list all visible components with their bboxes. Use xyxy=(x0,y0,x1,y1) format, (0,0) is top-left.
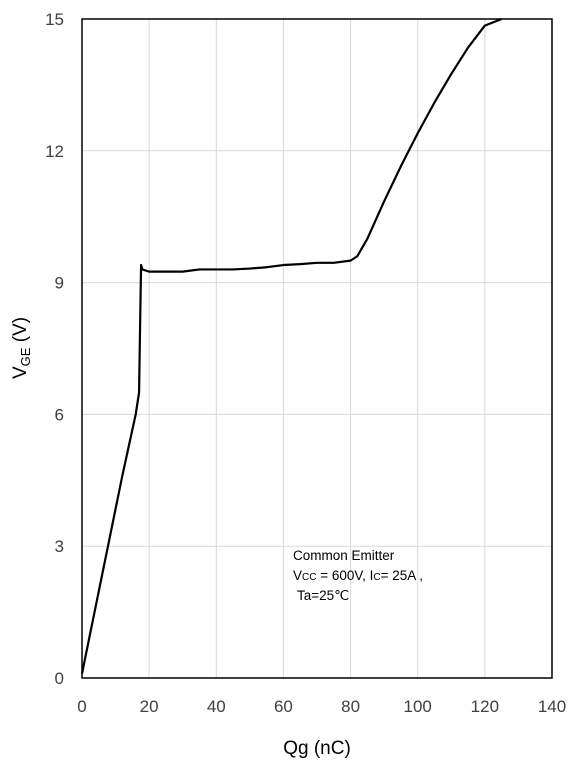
test-conditions-annotation: Common Emitter VCC = 600V, IC= 25A , Ta=… xyxy=(293,548,423,603)
y-tick-labels: 0 3 6 9 12 15 xyxy=(45,10,64,688)
x-tick-label-7: 140 xyxy=(538,697,566,716)
grid-lines xyxy=(82,19,552,678)
x-tick-label-4: 80 xyxy=(341,697,360,716)
annotation-line-1: Common Emitter xyxy=(293,548,395,563)
annotation-line-3: Ta=25℃ xyxy=(297,588,349,603)
annotation-line-2: VCC = 600V, IC= 25A , xyxy=(293,568,423,583)
annotation-ic-value: = 25A , xyxy=(381,568,423,583)
annotation-ic-subscript: C xyxy=(373,572,380,583)
x-tick-label-6: 120 xyxy=(471,697,499,716)
x-tick-label-3: 60 xyxy=(274,697,293,716)
y-axis-title-main: V xyxy=(10,366,31,379)
y-tick-label-0: 0 xyxy=(55,669,64,688)
y-axis-title-unit: (V) xyxy=(10,317,31,348)
y-tick-label-1: 3 xyxy=(55,537,64,556)
x-tick-label-1: 20 xyxy=(140,697,159,716)
x-tick-label-2: 40 xyxy=(207,697,226,716)
y-axis-title: VGE (V) xyxy=(10,317,33,379)
y-tick-label-4: 12 xyxy=(45,142,64,161)
x-tick-label-5: 100 xyxy=(404,697,432,716)
plot-frame xyxy=(81,18,553,679)
y-tick-label-5: 15 xyxy=(45,10,64,29)
y-tick-label-3: 9 xyxy=(55,274,64,293)
x-tick-label-0: 0 xyxy=(77,697,86,716)
x-axis-title: Qg (nC) xyxy=(283,738,351,759)
x-tick-labels: 0 20 40 60 80 100 120 140 xyxy=(77,697,566,716)
series-line-0 xyxy=(80,17,503,674)
series-layer xyxy=(80,17,503,674)
y-axis-title-subscript: GE xyxy=(18,347,33,366)
annotation-vcc-subscript: CC xyxy=(302,572,316,583)
annotation-vcc-value: = 600V, I xyxy=(316,568,373,583)
annotation-vcc: V xyxy=(293,568,302,583)
y-tick-label-2: 6 xyxy=(55,405,64,424)
